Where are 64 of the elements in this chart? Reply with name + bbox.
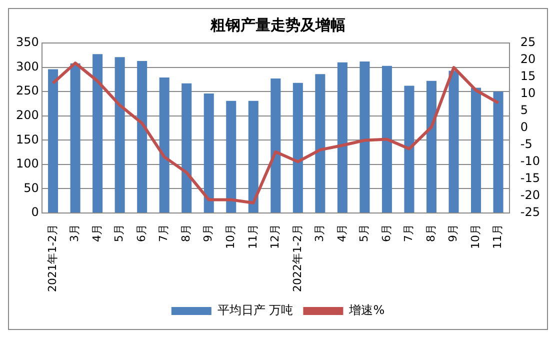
- y2-tick-label: -5: [520, 137, 532, 152]
- x-tick-label: 11月: [246, 224, 260, 250]
- bar: [337, 62, 348, 213]
- y-tick-label: 250: [16, 84, 39, 98]
- x-tick-label: 11月: [491, 224, 504, 250]
- bar: [270, 78, 281, 213]
- x-tick-label: 5月: [358, 224, 371, 242]
- y-tick-label: 350: [16, 35, 39, 50]
- chart-title: 粗钢产量走势及增幅: [210, 16, 346, 34]
- bar: [70, 63, 80, 213]
- bar: [471, 88, 482, 213]
- bar: [382, 66, 392, 213]
- y-tick-label: 150: [16, 132, 39, 146]
- x-tick-label: 5月: [112, 224, 126, 242]
- y2-tick-label: 15: [520, 69, 536, 84]
- x-tick-label: 7月: [402, 224, 416, 242]
- y-tick-label: 100: [16, 156, 39, 171]
- x-tick-label: 3月: [68, 224, 82, 242]
- x-tick-label: 10月: [224, 224, 237, 250]
- y2-tick-label: 25: [520, 35, 536, 50]
- legend-label: 平均日产 万吨: [217, 303, 294, 318]
- y2-tick-label: 0: [520, 120, 528, 134]
- y-tick-label: 0: [31, 205, 39, 220]
- bar: [315, 74, 326, 213]
- y-tick-label: 50: [24, 180, 39, 195]
- x-tick-label: 6月: [380, 224, 393, 242]
- y2-tick-label: -25: [520, 205, 540, 220]
- bar: [48, 69, 58, 213]
- bar: [493, 92, 504, 213]
- legend-label: 增速%: [348, 303, 385, 318]
- x-tick-label: 9月: [202, 224, 215, 242]
- y2-tick-label: 20: [520, 52, 536, 66]
- bar: [360, 61, 370, 213]
- x-tick-label: 4月: [335, 224, 348, 242]
- y2-tick-label: -10: [520, 154, 540, 168]
- x-tick-label: 2022年1-2月: [290, 224, 304, 292]
- x-tick-label: 2021年1-2月: [46, 224, 59, 292]
- bar: [182, 83, 192, 213]
- y-tick-label: 200: [16, 108, 39, 122]
- x-tick-label: 3月: [313, 224, 326, 242]
- bar: [226, 100, 236, 213]
- bar: [159, 77, 170, 213]
- bar: [137, 60, 148, 213]
- x-tick-label: 4月: [90, 224, 104, 242]
- bar: [292, 82, 303, 213]
- x-tick-label: 12月: [268, 224, 282, 250]
- bar: [404, 86, 414, 213]
- x-tick-label: 8月: [179, 224, 192, 242]
- bar: [92, 54, 103, 213]
- bar: [426, 80, 436, 213]
- y2-tick-label: 5: [520, 103, 528, 118]
- bar: [114, 57, 125, 213]
- bar: [448, 70, 459, 213]
- y2-tick-label: -15: [520, 171, 540, 186]
- x-tick-label: 6月: [134, 224, 148, 242]
- y-tick-label: 300: [16, 59, 39, 74]
- x-tick-label: 7月: [157, 224, 170, 242]
- y2-tick-label: 10: [520, 86, 536, 100]
- bar: [248, 100, 258, 213]
- bar: [204, 94, 214, 213]
- x-tick-label: 9月: [446, 224, 460, 242]
- x-tick-label: 10月: [468, 224, 482, 250]
- x-tick-label: 8月: [424, 224, 438, 242]
- y2-tick-label: -20: [520, 188, 540, 202]
